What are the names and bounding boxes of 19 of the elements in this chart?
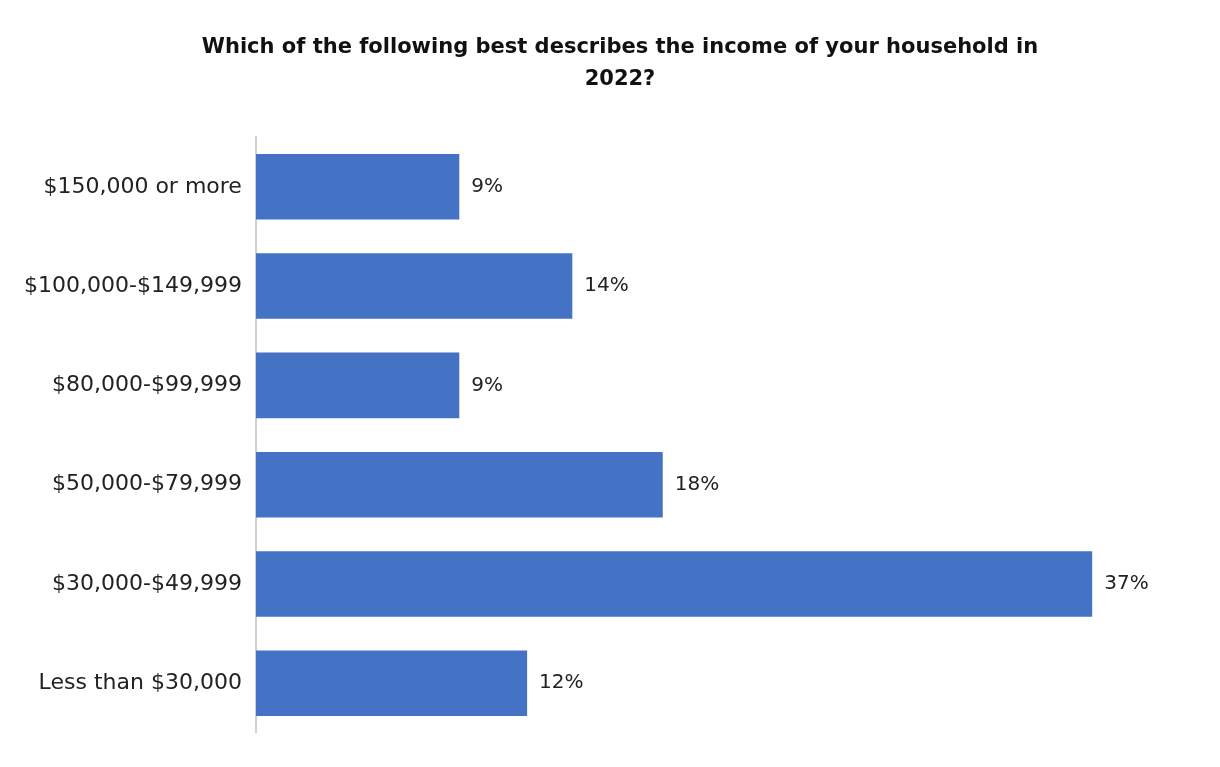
- y-tick-label: $80,000-$99,999: [51, 371, 242, 397]
- data-label: 18%: [674, 470, 720, 495]
- chart-title: Which of the following best describes the income of your household in 2022?: [200, 33, 1040, 92]
- bar: [255, 352, 460, 419]
- y-tick-label: $100,000-$149,999: [23, 271, 242, 297]
- bar: [255, 650, 528, 716]
- y-tick-label: $50,000-$79,999: [51, 470, 242, 496]
- data-label: 12%: [539, 669, 584, 694]
- y-tick-label: $150,000 or more: [43, 172, 242, 198]
- bar: [255, 451, 663, 518]
- data-label: 9%: [471, 371, 504, 396]
- data-label: 37%: [1104, 570, 1149, 595]
- bar: [255, 154, 460, 220]
- y-tick-label: Less than $30,000: [38, 668, 242, 694]
- data-label: 14%: [584, 272, 629, 297]
- y-tick-label: $30,000-$49,999: [51, 569, 242, 595]
- bar: [255, 253, 573, 319]
- data-label: 9%: [471, 173, 504, 198]
- bar: [255, 551, 1093, 617]
